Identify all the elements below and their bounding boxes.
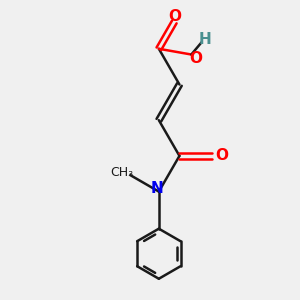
Text: CH₃: CH₃ xyxy=(110,166,133,179)
Text: O: O xyxy=(168,9,181,24)
Text: O: O xyxy=(189,51,202,66)
Text: N: N xyxy=(151,181,164,196)
Text: H: H xyxy=(198,32,211,47)
Text: O: O xyxy=(215,148,228,164)
